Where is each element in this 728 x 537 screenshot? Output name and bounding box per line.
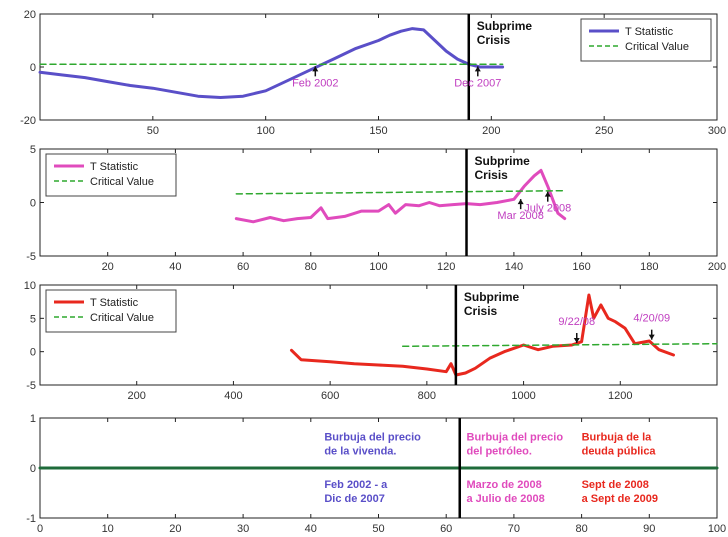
- y-tick-label: 0: [30, 198, 36, 210]
- y-tick-label: 20: [24, 9, 36, 21]
- x-tick-label: 400: [224, 390, 242, 402]
- legend-entry: Critical Value: [625, 41, 689, 53]
- annotation-label: 4/20/09: [633, 313, 670, 325]
- x-tick-label: 60: [440, 523, 452, 535]
- x-tick-label: 80: [575, 523, 587, 535]
- x-tick-label: 120: [437, 261, 455, 273]
- text-block-line: Dic de 2007: [324, 493, 385, 505]
- x-tick-label: 200: [128, 390, 146, 402]
- y-tick-label: -20: [20, 115, 36, 127]
- legend-entry: T Statistic: [90, 161, 139, 173]
- text-block-line: Sept de 2008: [582, 479, 649, 491]
- x-tick-label: 250: [595, 125, 613, 137]
- x-tick-label: 600: [321, 390, 339, 402]
- y-tick-label: 5: [30, 313, 36, 325]
- y-tick-label: -5: [26, 251, 36, 263]
- x-tick-label: 40: [169, 261, 181, 273]
- y-tick-label: 0: [30, 463, 36, 475]
- arrow-head: [517, 199, 524, 205]
- series-line: [234, 168, 567, 224]
- text-block-line: Marzo de 2008: [467, 479, 542, 491]
- x-tick-label: 800: [418, 390, 436, 402]
- text-block-line: Feb 2002 - a: [324, 479, 388, 491]
- legend-entry: Critical Value: [90, 312, 154, 324]
- series-line: [38, 27, 505, 99]
- text-block-line: a Sept de 2009: [582, 493, 658, 505]
- annotation-label: 9/22/08: [558, 316, 595, 328]
- x-tick-label: 50: [147, 125, 159, 137]
- x-tick-label: 100: [369, 261, 387, 273]
- x-tick-label: 30: [237, 523, 249, 535]
- crisis-label: Crisis: [477, 33, 511, 47]
- legend-entry: T Statistic: [625, 26, 674, 38]
- x-tick-label: 100: [708, 523, 726, 535]
- x-tick-label: 20: [102, 261, 114, 273]
- arrow-head: [573, 338, 580, 343]
- critical-value-line: [235, 189, 566, 195]
- x-tick-label: 90: [643, 523, 655, 535]
- annotation-label: July 2008: [524, 203, 571, 215]
- x-tick-label: 100: [256, 125, 274, 137]
- crisis-label: Subprime: [475, 154, 531, 168]
- x-tick-label: 10: [102, 523, 114, 535]
- legend: [45, 289, 177, 333]
- x-tick-label: 1000: [511, 390, 535, 402]
- panel-3: 200 400 600 800 1000 1200 -5 0 5 10 SubprimeCrisis…: [24, 280, 718, 402]
- arrow-head: [474, 66, 481, 72]
- y-tick-label: 10: [24, 280, 36, 292]
- annotation-label: Mar 2008: [497, 210, 543, 222]
- text-block-line: de la vivenda.: [324, 446, 396, 458]
- x-tick-label: 300: [708, 125, 726, 137]
- x-tick-label: 160: [572, 261, 590, 273]
- legend-entry: Critical Value: [90, 176, 154, 188]
- x-tick-label: 180: [640, 261, 658, 273]
- legend-entry: T Statistic: [90, 297, 139, 309]
- arrow-head: [312, 66, 319, 72]
- annotation-label: Feb 2002: [292, 77, 338, 89]
- x-tick-label: 1200: [608, 390, 632, 402]
- x-tick-label: 40: [305, 523, 317, 535]
- x-tick-label: 200: [482, 125, 500, 137]
- x-tick-label: 70: [508, 523, 520, 535]
- y-tick-label: -5: [26, 380, 36, 392]
- legend: [580, 18, 712, 62]
- text-block-line: del petróleo.: [467, 446, 532, 458]
- x-tick-label: 150: [369, 125, 387, 137]
- panel-frame: [39, 284, 718, 386]
- x-tick-label: 50: [372, 523, 384, 535]
- text-block-line: Burbuja del precio: [324, 432, 421, 444]
- y-tick-label: 0: [30, 347, 36, 359]
- y-tick-label: -1: [26, 513, 36, 525]
- x-tick-label: 0: [37, 523, 43, 535]
- x-tick-label: 140: [505, 261, 523, 273]
- x-tick-label: 60: [237, 261, 249, 273]
- arrow-head: [544, 191, 551, 197]
- crisis-label: Subprime: [464, 290, 520, 304]
- y-tick-label: 1: [30, 413, 36, 425]
- annotation-label: Dec 2007: [454, 77, 501, 89]
- arrow-head: [648, 334, 655, 340]
- text-block-line: deuda pública: [582, 446, 657, 458]
- legend: [45, 153, 177, 197]
- crisis-label: Subprime: [477, 19, 533, 33]
- y-tick-label: 5: [30, 144, 36, 156]
- text-block-line: Burbuja del precio: [467, 432, 564, 444]
- x-tick-label: 20: [169, 523, 181, 535]
- y-tick-label: 0: [30, 62, 36, 74]
- x-tick-label: 200: [708, 261, 726, 273]
- x-tick-label: 80: [305, 261, 317, 273]
- text-block-line: a Julio de 2008: [467, 493, 545, 505]
- crisis-label: Crisis: [475, 168, 509, 182]
- crisis-label: Crisis: [464, 304, 498, 318]
- text-block-line: Burbuja de la: [582, 432, 653, 444]
- panel-2: 20 40 60 80 100 120 140 160 180 200-505SubprimeCr…: [26, 144, 726, 273]
